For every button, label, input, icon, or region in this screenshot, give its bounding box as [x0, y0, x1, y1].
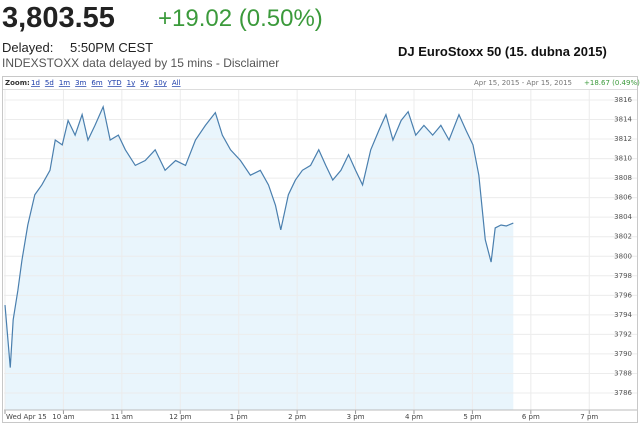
y-tick-label: 3812: [614, 135, 632, 143]
y-tick-label: 3790: [614, 350, 632, 358]
x-tick-label: 2 pm: [288, 413, 306, 421]
y-tick-label: 3788: [614, 369, 632, 377]
range-change: +18.67 (0.49%): [584, 79, 640, 87]
area-fill: [5, 106, 514, 411]
zoom-option[interactable]: 1m: [59, 79, 70, 87]
x-tick-label: 6 pm: [522, 413, 540, 421]
x-tick-label: 7 pm: [580, 413, 598, 421]
x-tick-label: 10 am: [52, 413, 74, 421]
delayed-label: Delayed:: [2, 40, 54, 55]
zoom-label: Zoom:: [5, 79, 30, 87]
zoom-option[interactable]: All: [172, 79, 181, 87]
x-tick-label: 12 pm: [169, 413, 192, 421]
y-tick-label: 3792: [614, 330, 632, 338]
y-tick-label: 3816: [614, 96, 632, 104]
x-tick-label: 5 pm: [463, 413, 481, 421]
y-tick-label: 3794: [614, 311, 632, 319]
x-tick-label: 4 pm: [405, 413, 423, 421]
y-tick-label: 3810: [614, 155, 632, 163]
y-tick-label: 3796: [614, 291, 632, 299]
x-tick-label: 11 am: [111, 413, 133, 421]
y-tick-label: 3798: [614, 272, 632, 280]
zoom-option[interactable]: 6m: [91, 79, 102, 87]
y-tick-label: 3808: [614, 174, 632, 182]
price-change: +19.02 (0.50%): [158, 5, 323, 32]
y-tick-label: 3804: [614, 213, 632, 221]
zoom-option[interactable]: YTD: [107, 79, 122, 87]
y-tick-label: 3786: [614, 389, 632, 397]
y-tick-label: 3800: [614, 252, 632, 260]
chart-frame: [2, 76, 638, 423]
price: 3,803.55: [2, 2, 115, 34]
source-note: INDEXSTOXX data delayed by 15 mins - Dis…: [2, 56, 280, 70]
x-tick-label: 1 pm: [230, 413, 248, 421]
price-line: [4, 104, 514, 368]
delayed-time: 5:50PM CEST: [70, 40, 154, 55]
zoom-option[interactable]: 1d: [31, 79, 40, 87]
y-tick-label: 3806: [614, 194, 632, 202]
zoom-option[interactable]: 3m: [75, 79, 86, 87]
zoom-option[interactable]: 5d: [45, 79, 54, 87]
x-tick-label: Wed Apr 15: [6, 413, 47, 421]
zoom-option[interactable]: 5y: [140, 79, 149, 87]
y-tick-label: 3802: [614, 233, 632, 241]
caption: DJ EuroStoxx 50 (15. dubna 2015): [398, 44, 607, 59]
y-tick-label: 3814: [614, 115, 632, 123]
zoom-option[interactable]: 10y: [154, 79, 167, 87]
zoom-option[interactable]: 1y: [127, 79, 136, 87]
date-range: Apr 15, 2015 - Apr 15, 2015: [474, 79, 572, 87]
x-tick-label: 3 pm: [347, 413, 365, 421]
